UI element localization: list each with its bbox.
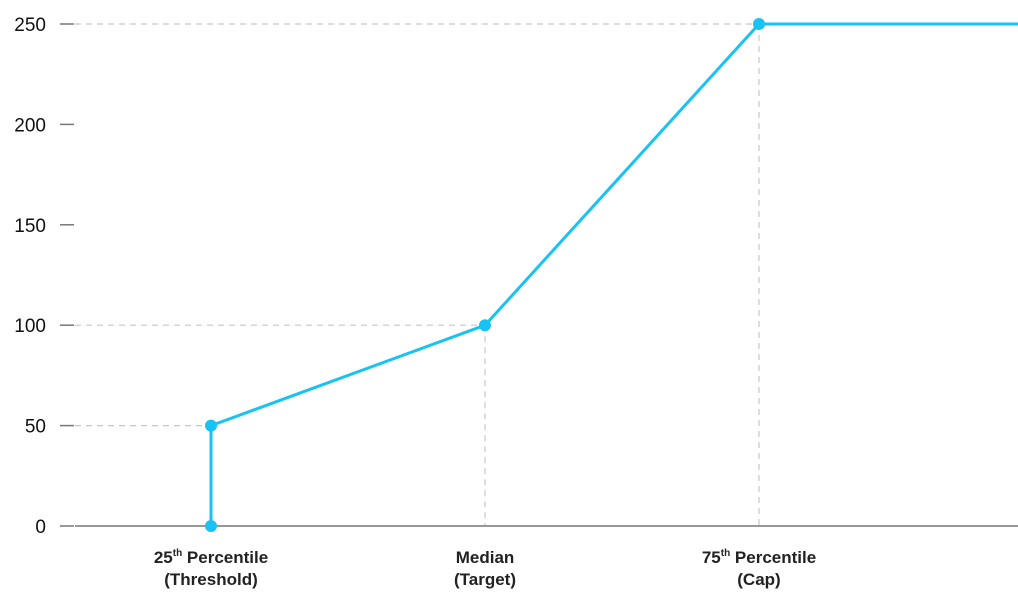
reference-guides: [75, 23, 760, 526]
x-label-line2-2: (Cap): [737, 570, 780, 589]
x-label-line1-1: Median: [456, 548, 515, 567]
x-label-rest-2: Percentile: [730, 548, 816, 567]
x-label-sup-0: th: [173, 548, 182, 559]
data-point-2: [479, 319, 491, 332]
y-tick-label-50: 50: [25, 417, 46, 438]
x-label-line2-0: (Threshold): [164, 570, 258, 589]
y-tick-label-250: 250: [14, 15, 46, 36]
y-tick-label-200: 200: [14, 115, 46, 136]
y-tick-label-0: 0: [35, 517, 46, 538]
y-tick-label-150: 150: [14, 216, 46, 237]
data-point-1: [205, 419, 217, 432]
x-label-line1-0: 25th Percentile: [154, 548, 268, 567]
data-point-0: [205, 520, 217, 532]
y-tick-label-100: 100: [14, 316, 46, 337]
x-label-sup-2: th: [721, 548, 730, 559]
payout-series-line: [209, 22, 1018, 528]
series-layer: [209, 22, 1018, 528]
data-points: [205, 18, 765, 532]
data-point-3: [753, 18, 765, 30]
x-label-rest-0: Percentile: [182, 548, 268, 567]
x-axis-labels: 25th Percentile(Threshold)Median(Target)…: [154, 548, 816, 589]
x-label-line1-2: 75th Percentile: [702, 548, 816, 567]
x-label-line2-1: (Target): [454, 570, 516, 589]
x-label-main-0: 25: [154, 548, 173, 567]
x-label-main-1: Median: [456, 548, 515, 567]
y-axis-ticks: 0 50 100 150 200 250: [14, 15, 74, 538]
x-label-main-2: 75: [702, 548, 721, 567]
